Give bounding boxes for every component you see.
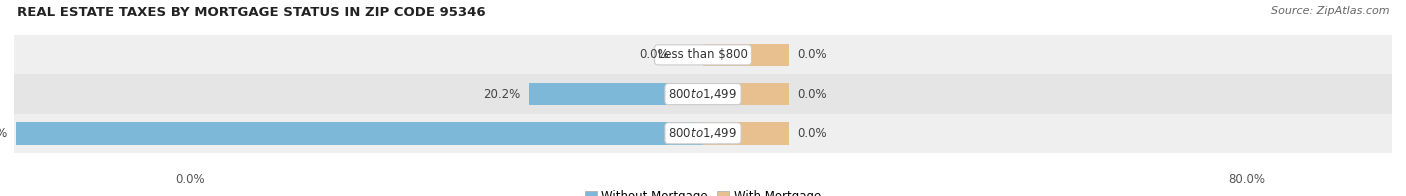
Bar — [703, 44, 789, 66]
Text: 0.0%: 0.0% — [797, 88, 827, 101]
Text: 0.0%: 0.0% — [797, 127, 827, 140]
Bar — [15, 122, 703, 145]
Bar — [14, 35, 1392, 74]
Text: $800 to $1,499: $800 to $1,499 — [668, 87, 738, 101]
Text: 80.0%: 80.0% — [1229, 173, 1265, 186]
Bar — [529, 83, 703, 105]
Text: 0.0%: 0.0% — [176, 173, 205, 186]
Text: 0.0%: 0.0% — [797, 48, 827, 61]
Bar — [703, 122, 789, 145]
Text: $800 to $1,499: $800 to $1,499 — [668, 126, 738, 140]
Text: Less than $800: Less than $800 — [658, 48, 748, 61]
Bar — [14, 114, 1392, 153]
Text: 0.0%: 0.0% — [638, 48, 669, 61]
Text: 20.2%: 20.2% — [484, 88, 520, 101]
Legend: Without Mortgage, With Mortgage: Without Mortgage, With Mortgage — [581, 186, 825, 196]
Text: Source: ZipAtlas.com: Source: ZipAtlas.com — [1271, 6, 1389, 16]
Bar — [14, 74, 1392, 114]
Bar — [703, 83, 789, 105]
Text: 79.8%: 79.8% — [0, 127, 7, 140]
Text: REAL ESTATE TAXES BY MORTGAGE STATUS IN ZIP CODE 95346: REAL ESTATE TAXES BY MORTGAGE STATUS IN … — [17, 6, 485, 19]
